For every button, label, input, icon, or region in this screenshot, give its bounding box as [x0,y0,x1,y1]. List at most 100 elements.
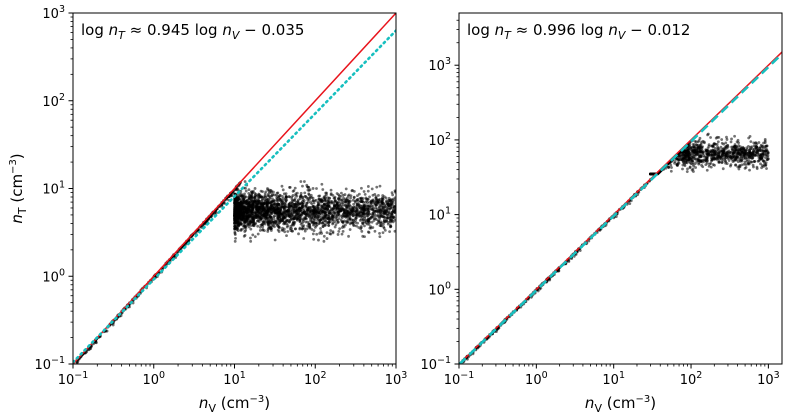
scatter-point [375,185,379,189]
scatter-point [692,143,696,146]
scatter-point [685,151,689,155]
scatter-point [361,213,364,217]
scatter-point [259,218,263,221]
scatter-point [369,199,373,203]
scatter-point [214,211,218,215]
scatter-point [272,207,276,211]
scatter-point [764,145,767,148]
scatter-point [310,228,314,231]
scatter-point [269,226,272,230]
axes-frame [458,12,783,365]
scatter-point [281,188,285,192]
scatter-point [385,219,389,223]
scatter-point [365,197,368,201]
scatter-point [261,204,265,208]
scatter-point [365,222,369,226]
scatter-point [339,195,343,198]
scatter-point [687,151,691,155]
scatter-point [273,198,276,202]
scatter-point [281,197,285,201]
scatter-point [233,204,237,207]
scatter-point [759,153,763,157]
scatter-point [303,227,307,231]
scatter-point [387,196,391,200]
ticks [454,19,769,369]
scatter-point [299,180,303,183]
scatter-point [736,165,740,169]
scatter-point [766,157,770,160]
scatter-point [375,218,379,222]
scatter-point [276,220,279,224]
scatter-point [764,164,768,167]
scatter-point [252,224,256,228]
scatter-point [317,197,321,201]
scatter-point [298,218,302,222]
scatter-point [361,234,365,238]
scatter-point [738,165,742,169]
x-axis-label: nV (cm−3) [199,394,270,415]
scatter-point [731,156,734,160]
scatter-point [366,189,370,193]
scatter-point [352,224,356,227]
scatter-point [321,188,325,191]
scatter-point [321,198,324,202]
scatter-point [693,149,697,153]
scatter-point [276,191,280,195]
scatter-point [333,199,337,202]
scatter-point [725,135,728,139]
scatter-point [377,219,381,223]
scatter-point [356,194,359,198]
scatter-point [685,170,689,174]
scatter-point [254,202,257,206]
scatter-point [354,219,358,222]
scatter-point [308,188,312,192]
scatter-point [331,230,335,234]
scatter-point [291,222,295,226]
scatter-point [287,213,291,216]
scatter-point [763,138,767,141]
scatter-point [329,193,333,197]
scatter-point [675,163,679,167]
scatter-point [288,201,292,205]
scatter-point [323,197,327,201]
x-tick-label: 100 [142,370,165,388]
scatter-point [246,218,250,221]
scatter-point [368,195,371,199]
scatter-point [683,164,687,168]
scatter-point [308,198,311,202]
scatter-point [706,154,710,158]
scatter-point [725,150,729,154]
scatter-point [290,227,293,230]
scatter-point [243,214,247,218]
scatter-point [284,209,288,213]
scatter-point [341,193,345,197]
scatter-point [256,224,260,228]
scatter-point [352,202,356,206]
scatter-point [230,194,234,198]
scatter-point [351,218,355,222]
scatter-point [349,207,352,211]
scatter-point [389,215,393,219]
scatter-point [242,197,245,201]
scatter-point [686,147,690,151]
scatter-point [383,228,387,232]
scatter-point [295,218,299,222]
scatter-point [235,199,239,202]
scatter-point [309,210,313,214]
scatter-point [329,188,333,192]
scatter-point [722,142,726,146]
scatter-point [315,232,319,236]
scatter-point [239,208,242,212]
scatter-point [292,217,296,221]
scatter-point [390,191,394,195]
scatter-point [393,211,396,214]
scatter-point [341,212,345,216]
scatter-point [270,224,274,228]
scatter-point [287,218,291,222]
scatter-point [724,160,728,163]
scatter-point [740,163,744,167]
ticks [68,12,397,369]
scatter-point [344,223,347,227]
scatter-point [723,157,727,161]
